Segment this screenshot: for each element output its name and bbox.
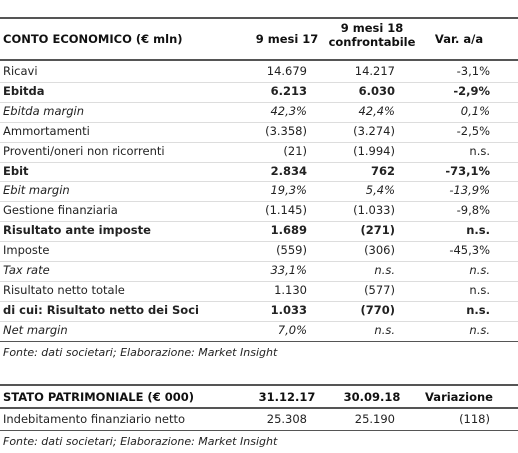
row-label: Tax rate <box>3 263 50 277</box>
rule <box>0 17 518 19</box>
cell: 33,1% <box>270 263 307 277</box>
cell: (1.145) <box>265 203 307 218</box>
row-rule <box>0 201 518 203</box>
cell: 25.190 <box>354 412 395 426</box>
header-cell: 31.12.17 <box>258 389 316 404</box>
cell: 5,4% <box>365 183 395 198</box>
row-rule <box>0 221 518 223</box>
row-label: Ebit margin <box>3 183 70 198</box>
header-cell: Variazione <box>425 389 493 404</box>
cell: (271) <box>360 223 395 238</box>
row-rule <box>0 141 518 143</box>
cell: (577) <box>364 282 395 297</box>
row-rule <box>0 81 518 83</box>
source: Fonte: dati societari; Elaborazione: Mar… <box>3 345 278 359</box>
cell: 1.033 <box>270 302 307 317</box>
cell: (118) <box>459 412 490 426</box>
cell: n.s. <box>469 263 490 277</box>
cell: n.s. <box>466 302 490 317</box>
cell: 7,0% <box>277 322 307 337</box>
cell: -3,1% <box>456 64 490 78</box>
rule <box>0 59 518 61</box>
cell: 0,1% <box>460 103 490 118</box>
rule <box>0 407 518 409</box>
row-rule <box>0 261 518 262</box>
cell: -2,5% <box>456 123 490 138</box>
cell: n.s. <box>374 322 395 337</box>
cell: -9,8% <box>456 203 490 218</box>
cell: 14.217 <box>354 64 395 78</box>
cell: 1.130 <box>274 282 307 297</box>
row-rule <box>0 241 518 243</box>
cell: 2.834 <box>270 163 307 178</box>
row-label: Gestione finanziaria <box>3 203 118 218</box>
cell: n.s. <box>466 223 490 238</box>
cell: -73,1% <box>445 163 490 178</box>
cell: 6.030 <box>358 83 395 98</box>
row-label: Net margin <box>3 322 68 337</box>
row-label: Ricavi <box>3 64 38 78</box>
cell: n.s. <box>469 282 490 297</box>
cell: (1.033) <box>353 203 395 218</box>
cell: -2,9% <box>453 83 490 98</box>
rule <box>0 384 518 386</box>
row-rule <box>0 161 518 163</box>
row-label: Ebit <box>3 163 29 178</box>
rule <box>0 430 518 431</box>
row-label: Ebitda <box>3 83 45 98</box>
cell: 14.679 <box>266 64 307 78</box>
cell: 1.689 <box>270 223 307 238</box>
header-cell: 30.09.18 <box>343 389 401 404</box>
row-label: Risultato ante imposte <box>3 223 151 238</box>
cell: -45,3% <box>449 243 490 258</box>
row-rule <box>0 300 518 302</box>
cell: 42,4% <box>358 103 395 118</box>
row-rule <box>0 181 518 183</box>
header-cell: 9 mesi 17 <box>255 32 319 46</box>
row-rule <box>0 121 518 123</box>
row-rule <box>0 320 518 322</box>
cell: (559) <box>276 243 307 258</box>
cell: 6.213 <box>270 83 307 98</box>
cell: (1.994) <box>353 143 395 158</box>
header-title: CONTO ECONOMICO (€ mln) <box>3 32 183 46</box>
row-label: Indebitamento finanziario netto <box>3 412 186 426</box>
cell: n.s. <box>374 263 395 277</box>
cell: (3.274) <box>353 123 395 138</box>
cell: (306) <box>364 243 395 258</box>
row-label: Proventi/oneri non ricorrenti <box>3 143 165 158</box>
header-cell: 9 mesi 18 confrontabile <box>328 21 416 49</box>
row-rule <box>0 101 518 103</box>
row-label: Ebitda margin <box>3 103 85 118</box>
row-label: Imposte <box>3 243 50 258</box>
cell: 19,3% <box>270 183 307 198</box>
cell: (770) <box>360 302 395 317</box>
cell: n.s. <box>469 143 490 158</box>
header-cell: Var. a/a <box>434 32 484 46</box>
cell: 42,3% <box>270 103 307 118</box>
row-label: Risultato netto totale <box>3 282 125 297</box>
header-title: STATO PATRIMONIALE (€ 000) <box>3 389 194 404</box>
cell: 762 <box>370 163 395 178</box>
row-label: di cui: Risultato netto dei Soci <box>3 302 199 317</box>
cell: -13,9% <box>449 183 490 198</box>
row-label: Ammortamenti <box>3 123 90 138</box>
row-rule <box>0 280 518 282</box>
cell: (21) <box>283 143 307 158</box>
cell: 25.308 <box>266 412 307 426</box>
cell: (3.358) <box>265 123 307 138</box>
source: Fonte: dati societari; Elaborazione: Mar… <box>3 435 278 448</box>
cell: n.s. <box>469 322 490 337</box>
rule <box>0 340 518 342</box>
